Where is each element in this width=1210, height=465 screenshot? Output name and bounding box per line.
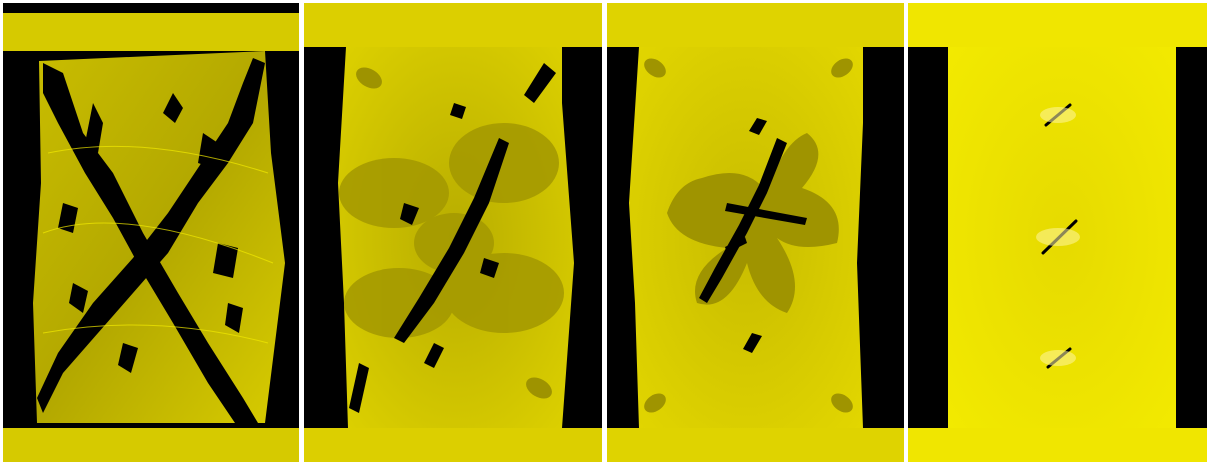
simulation-panel-3 xyxy=(607,3,904,462)
simulation-panel-1 xyxy=(3,3,299,462)
bottom-platen xyxy=(908,428,1207,462)
bottom-platen xyxy=(3,428,299,462)
simulation-panel-2 xyxy=(304,3,602,462)
panel-4-graphic xyxy=(908,3,1207,462)
top-platen xyxy=(3,13,299,51)
panel-1-graphic xyxy=(3,3,299,462)
fracture-pattern xyxy=(37,58,265,423)
panel-2-graphic xyxy=(304,3,602,462)
fracture-pattern xyxy=(699,118,807,353)
bottom-platen xyxy=(607,428,904,462)
panel-3-graphic xyxy=(607,3,904,462)
fracture-pattern xyxy=(349,63,556,413)
damage-lobes xyxy=(667,133,839,313)
bottom-platen xyxy=(304,428,602,462)
top-platen xyxy=(607,3,904,47)
simulation-panel-4 xyxy=(908,3,1207,462)
top-platen xyxy=(908,3,1207,47)
top-platen xyxy=(304,3,602,47)
